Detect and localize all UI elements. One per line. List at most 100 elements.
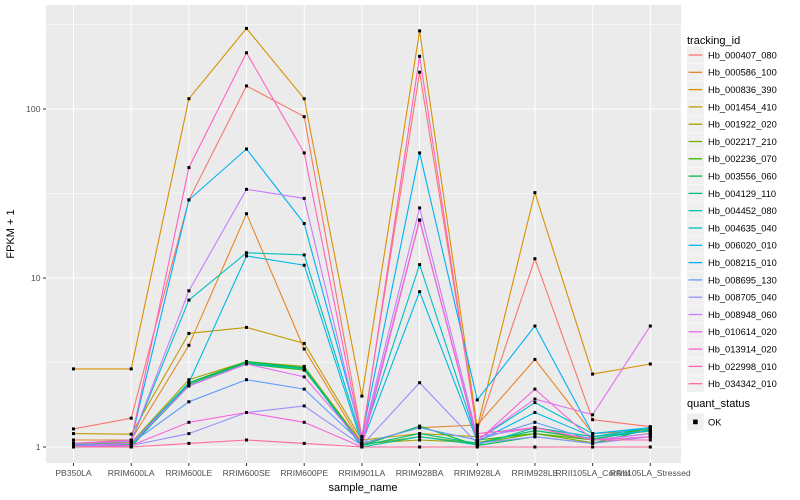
data-point bbox=[360, 435, 364, 439]
data-point bbox=[302, 97, 306, 101]
data-point bbox=[72, 445, 75, 449]
data-point bbox=[533, 426, 537, 430]
data-point bbox=[302, 441, 306, 445]
data-point bbox=[418, 426, 422, 430]
data-point bbox=[591, 441, 595, 445]
data-point bbox=[302, 253, 306, 257]
data-point bbox=[533, 435, 537, 439]
data-point bbox=[187, 331, 191, 335]
legend-item-label: Hb_006020_010 bbox=[708, 241, 777, 251]
data-point bbox=[245, 84, 248, 88]
data-point bbox=[302, 367, 306, 371]
y-tick-label: 100 bbox=[26, 104, 41, 114]
data-point bbox=[302, 404, 306, 408]
data-point bbox=[418, 435, 422, 439]
data-point bbox=[187, 441, 191, 445]
legend-item-label: Hb_004452_080 bbox=[708, 206, 777, 216]
data-point bbox=[418, 206, 422, 210]
data-point bbox=[418, 54, 422, 58]
data-point bbox=[187, 343, 191, 347]
data-point bbox=[245, 325, 248, 329]
legend-item-label: Hb_010614_020 bbox=[708, 327, 777, 337]
data-point bbox=[475, 426, 479, 430]
data-point bbox=[360, 441, 364, 445]
data-point bbox=[187, 166, 191, 170]
data-point bbox=[418, 70, 422, 74]
data-point bbox=[475, 432, 479, 436]
data-point bbox=[533, 387, 537, 391]
data-point bbox=[187, 432, 191, 436]
data-point bbox=[187, 298, 191, 302]
y-axis-title: FPKM + 1 bbox=[5, 209, 17, 258]
data-point bbox=[418, 29, 422, 33]
x-tick-label: RRIM928LE bbox=[512, 468, 559, 478]
x-tick-label: RRIM600PE bbox=[280, 468, 328, 478]
data-point bbox=[475, 439, 479, 443]
data-point bbox=[129, 432, 133, 436]
legend-item-label: Hb_001454_410 bbox=[708, 102, 777, 112]
data-point bbox=[72, 427, 75, 431]
data-point bbox=[533, 191, 537, 195]
data-point bbox=[591, 438, 595, 442]
data-point bbox=[533, 324, 537, 328]
data-point bbox=[302, 151, 306, 155]
data-point bbox=[245, 362, 248, 366]
data-point bbox=[418, 218, 422, 222]
data-point bbox=[648, 429, 652, 433]
data-point bbox=[475, 398, 479, 402]
data-point bbox=[302, 387, 306, 391]
legend-item-label: Hb_013914_020 bbox=[708, 345, 777, 355]
data-point bbox=[129, 445, 133, 449]
data-point bbox=[648, 324, 652, 328]
legend-item-label: Hb_001922_020 bbox=[708, 120, 777, 130]
data-point bbox=[245, 254, 248, 258]
data-point bbox=[418, 445, 422, 449]
data-point bbox=[360, 394, 364, 398]
data-point bbox=[187, 420, 191, 424]
data-point bbox=[245, 26, 248, 30]
data-point bbox=[187, 382, 191, 386]
data-point bbox=[475, 429, 479, 433]
data-point bbox=[648, 445, 652, 449]
legend-item-label: Hb_000407_080 bbox=[708, 50, 777, 60]
data-point bbox=[591, 418, 595, 422]
data-point bbox=[418, 263, 422, 267]
data-point bbox=[245, 411, 248, 414]
x-tick-label: PB350LA bbox=[55, 468, 92, 478]
legend-tracking-title: tracking_id bbox=[687, 35, 740, 47]
data-point bbox=[245, 438, 248, 442]
data-point bbox=[129, 367, 133, 371]
data-point bbox=[475, 441, 479, 445]
legend-item-label: Hb_003556_060 bbox=[708, 172, 777, 182]
data-point bbox=[187, 97, 191, 101]
data-point bbox=[245, 51, 248, 55]
data-point bbox=[648, 438, 652, 442]
data-point bbox=[129, 441, 133, 445]
legend-item-label: Hb_022998_010 bbox=[708, 362, 777, 372]
quant-ok-point-icon bbox=[693, 419, 698, 425]
data-point bbox=[533, 411, 537, 414]
data-point bbox=[302, 420, 306, 424]
data-point bbox=[302, 222, 306, 225]
x-tick-label: RRII105LA_Stressed bbox=[610, 468, 691, 478]
data-point bbox=[591, 432, 595, 436]
data-point bbox=[418, 151, 422, 155]
legend-item-label: Hb_002217_210 bbox=[708, 137, 777, 147]
legend-item-label: Hb_002236_070 bbox=[708, 154, 777, 164]
data-points bbox=[72, 26, 652, 449]
data-point bbox=[187, 381, 191, 385]
data-point bbox=[245, 147, 248, 151]
data-point bbox=[475, 445, 479, 449]
data-point bbox=[591, 435, 595, 439]
data-point bbox=[533, 357, 537, 361]
x-tick-label: RRIM600LE bbox=[165, 468, 212, 478]
data-point bbox=[533, 401, 537, 405]
data-point bbox=[360, 445, 364, 449]
data-point bbox=[533, 420, 537, 424]
data-point bbox=[648, 362, 652, 366]
data-point bbox=[418, 438, 422, 442]
legend-quant-title: quant_status bbox=[687, 398, 750, 410]
data-point bbox=[533, 397, 537, 401]
data-point bbox=[187, 198, 191, 202]
